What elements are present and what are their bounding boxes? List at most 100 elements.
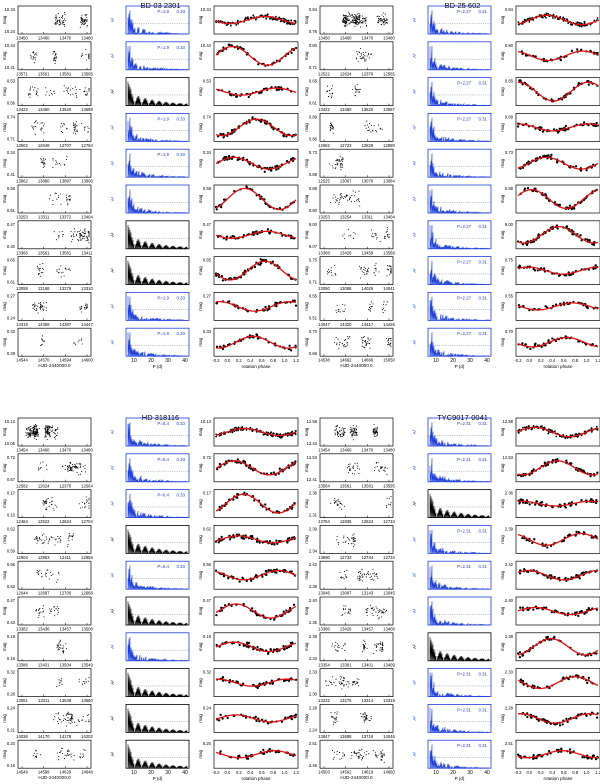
time-point [344, 26, 346, 28]
time-point [345, 20, 347, 22]
time-point [386, 301, 388, 303]
time-tick-label: 14426 [383, 322, 395, 327]
time-point [354, 18, 356, 20]
mag-axis-label: mag [2, 230, 7, 239]
time-point [358, 580, 360, 582]
time-point [346, 342, 348, 344]
time-point [44, 428, 46, 430]
mag-axis-label: mag [2, 499, 7, 508]
time-panel [319, 184, 394, 214]
time-point [78, 681, 80, 683]
phase-point [215, 435, 218, 438]
time-point [359, 52, 361, 54]
time-point [328, 271, 331, 273]
time-point [40, 275, 42, 277]
fap-label: 0.33 [176, 45, 185, 50]
periodogram-curve [429, 565, 490, 591]
time-point [340, 198, 342, 200]
phase-point [267, 569, 270, 572]
time-point [41, 161, 43, 164]
time-point [364, 269, 366, 271]
time-point [369, 576, 371, 578]
time-point [88, 58, 90, 60]
mag-tick-label: 10.44 [5, 43, 16, 48]
phase-point [287, 679, 291, 682]
time-point [362, 51, 364, 53]
time-point [36, 265, 38, 267]
mag-tick-label: 0.55 [309, 293, 318, 298]
time-point [387, 236, 389, 238]
time-axis-label: HJD-2440000.0 [38, 775, 71, 780]
time-point [58, 755, 60, 758]
time-point [42, 268, 44, 270]
time-point [30, 428, 32, 430]
time-point [74, 342, 76, 344]
power-axis-label: A² [110, 608, 115, 613]
power-axis-label: A² [110, 716, 115, 721]
periodogram-curve [127, 636, 188, 662]
phase-point [235, 24, 238, 26]
periodogram-panel [427, 5, 492, 35]
time-point [336, 199, 338, 201]
time-point [348, 469, 350, 472]
time-point [366, 25, 368, 27]
time-point [39, 308, 41, 310]
period-label: P=6.4 [157, 564, 169, 569]
time-point [352, 424, 354, 427]
fap-label: 0.33 [176, 421, 185, 426]
time-point [74, 463, 76, 465]
time-point [46, 468, 48, 470]
phase-panel [213, 256, 299, 285]
phase-point [520, 474, 523, 478]
time-point [87, 126, 89, 128]
phase-point [518, 264, 521, 267]
time-point [343, 346, 345, 348]
mag-tick-label: 0.70 [309, 329, 318, 334]
time-point [42, 125, 45, 127]
time-point [328, 269, 330, 271]
time-point [376, 15, 378, 17]
time-point [42, 263, 44, 265]
time-point [31, 427, 33, 429]
time-point [373, 423, 375, 425]
time-point [334, 163, 336, 166]
time-point [70, 719, 72, 722]
time-point [52, 203, 54, 206]
phase-point [282, 644, 285, 648]
time-point [336, 424, 338, 426]
phase-point [219, 132, 222, 136]
time-tick-label: 13372 [60, 215, 72, 220]
phase-point [529, 347, 532, 351]
time-point [52, 53, 54, 55]
time-point [68, 466, 70, 468]
time-point [49, 431, 51, 433]
phase-panel [515, 292, 600, 321]
phase-panel [515, 256, 600, 285]
mag-tick-label: 0.62 [7, 526, 16, 531]
time-point [370, 306, 372, 308]
phase-point [583, 20, 586, 23]
time-point [81, 122, 83, 125]
time-point [388, 343, 390, 345]
time-tick-label: 14594 [60, 358, 72, 363]
time-point [368, 306, 370, 308]
time-point [351, 536, 353, 539]
time-panel [17, 525, 92, 554]
time-point [381, 128, 383, 130]
time-point [53, 58, 55, 60]
time-point [61, 721, 63, 723]
time-point [34, 435, 36, 437]
time-point [34, 538, 36, 540]
time-point [38, 612, 40, 614]
mag-axis-label: mag [500, 499, 505, 508]
time-point [62, 17, 64, 19]
mag-axis-label: mag [198, 15, 203, 24]
time-point [34, 302, 36, 304]
time-point [39, 608, 41, 610]
time-point [353, 434, 355, 436]
phase-point [596, 471, 599, 474]
time-tick-label: 13454 [16, 448, 28, 453]
time-point [383, 301, 385, 303]
time-panel [319, 220, 394, 250]
phase-point [263, 433, 266, 436]
